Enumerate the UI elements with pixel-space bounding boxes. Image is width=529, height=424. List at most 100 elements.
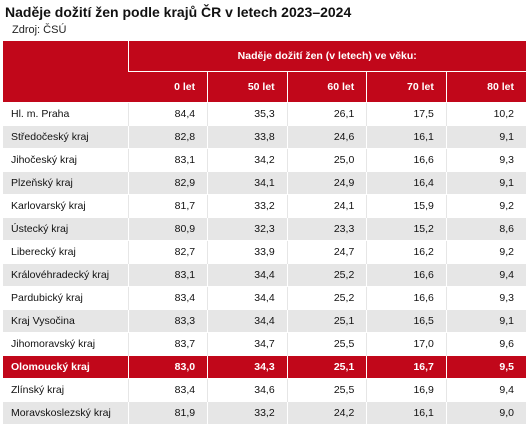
value-cell: 9,4 bbox=[446, 264, 526, 287]
value-cell: 15,9 bbox=[367, 195, 447, 218]
age-super-header: Naděje dožití žen (v letech) ve věku: bbox=[128, 41, 526, 72]
column-header: 70 let bbox=[367, 72, 447, 103]
value-cell: 82,8 bbox=[128, 126, 208, 149]
value-cell: 83,4 bbox=[128, 379, 208, 402]
value-cell: 34,1 bbox=[208, 172, 288, 195]
value-cell: 25,5 bbox=[287, 333, 367, 356]
column-header: 60 let bbox=[287, 72, 367, 103]
value-cell: 17,0 bbox=[367, 333, 447, 356]
value-cell: 83,3 bbox=[128, 310, 208, 333]
value-cell: 16,6 bbox=[367, 264, 447, 287]
value-cell: 24,9 bbox=[287, 172, 367, 195]
value-cell: 25,2 bbox=[287, 287, 367, 310]
value-cell: 9,1 bbox=[446, 126, 526, 149]
value-cell: 9,3 bbox=[446, 287, 526, 310]
value-cell: 25,0 bbox=[287, 149, 367, 172]
value-cell: 9,2 bbox=[446, 241, 526, 264]
region-cell: Hl. m. Praha bbox=[3, 103, 128, 126]
value-cell: 34,2 bbox=[208, 149, 288, 172]
value-cell: 32,3 bbox=[208, 218, 288, 241]
value-cell: 83,7 bbox=[128, 333, 208, 356]
value-cell: 80,9 bbox=[128, 218, 208, 241]
value-cell: 34,6 bbox=[208, 379, 288, 402]
region-cell: Zlínský kraj bbox=[3, 379, 128, 402]
value-cell: 9,4 bbox=[446, 379, 526, 402]
region-cell: Královéhradecký kraj bbox=[3, 264, 128, 287]
value-cell: 9,0 bbox=[446, 402, 526, 424]
value-cell: 34,7 bbox=[208, 333, 288, 356]
value-cell: 81,7 bbox=[128, 195, 208, 218]
region-cell: Karlovarský kraj bbox=[3, 195, 128, 218]
value-cell: 9,3 bbox=[446, 149, 526, 172]
region-cell: Kraj Vysočina bbox=[3, 310, 128, 333]
column-header: 80 let bbox=[446, 72, 526, 103]
page-title: Naděje dožití žen podle krajů ČR v letec… bbox=[5, 4, 351, 20]
value-cell: 33,2 bbox=[208, 402, 288, 424]
value-cell: 17,5 bbox=[367, 103, 447, 126]
value-cell: 9,1 bbox=[446, 172, 526, 195]
value-cell: 24,2 bbox=[287, 402, 367, 424]
value-cell: 35,3 bbox=[208, 103, 288, 126]
value-cell: 24,1 bbox=[287, 195, 367, 218]
value-cell: 9,2 bbox=[446, 195, 526, 218]
value-cell: 82,7 bbox=[128, 241, 208, 264]
value-cell: 24,6 bbox=[287, 126, 367, 149]
value-cell: 16,4 bbox=[367, 172, 447, 195]
value-cell: 26,1 bbox=[287, 103, 367, 126]
value-cell: 9,1 bbox=[446, 310, 526, 333]
region-cell: Moravskoslezský kraj bbox=[3, 402, 128, 424]
life-expectancy-table: Naděje dožití žen (v letech) ve věku: 0 … bbox=[3, 41, 526, 424]
value-cell: 16,7 bbox=[367, 356, 447, 379]
column-header: 0 let bbox=[128, 72, 208, 103]
column-header: 50 let bbox=[208, 72, 288, 103]
value-cell: 34,3 bbox=[208, 356, 288, 379]
value-cell: 33,9 bbox=[208, 241, 288, 264]
value-cell: 84,4 bbox=[128, 103, 208, 126]
value-cell: 25,5 bbox=[287, 379, 367, 402]
value-cell: 83,0 bbox=[128, 356, 208, 379]
value-cell: 33,8 bbox=[208, 126, 288, 149]
value-cell: 16,2 bbox=[367, 241, 447, 264]
value-cell: 34,4 bbox=[208, 287, 288, 310]
region-header-cell bbox=[3, 41, 128, 103]
value-cell: 9,6 bbox=[446, 333, 526, 356]
value-cell: 8,6 bbox=[446, 218, 526, 241]
value-cell: 34,4 bbox=[208, 310, 288, 333]
page: Naděje dožití žen podle krajů ČR v letec… bbox=[0, 0, 529, 409]
value-cell: 16,5 bbox=[367, 310, 447, 333]
region-cell: Ústecký kraj bbox=[3, 218, 128, 241]
value-cell: 81,9 bbox=[128, 402, 208, 424]
region-cell: Jihočeský kraj bbox=[3, 149, 128, 172]
region-cell: Jihomoravský kraj bbox=[3, 333, 128, 356]
value-cell: 23,3 bbox=[287, 218, 367, 241]
region-cell: Liberecký kraj bbox=[3, 241, 128, 264]
value-cell: 82,9 bbox=[128, 172, 208, 195]
value-cell: 83,1 bbox=[128, 264, 208, 287]
value-cell: 16,1 bbox=[367, 126, 447, 149]
value-cell: 34,4 bbox=[208, 264, 288, 287]
value-cell: 16,1 bbox=[367, 402, 447, 424]
value-cell: 25,1 bbox=[287, 356, 367, 379]
value-cell: 33,2 bbox=[208, 195, 288, 218]
region-cell: Olomoucký kraj bbox=[3, 356, 128, 379]
value-cell: 9,5 bbox=[446, 356, 526, 379]
source-note: Zdroj: ČSÚ bbox=[12, 24, 66, 36]
value-cell: 25,2 bbox=[287, 264, 367, 287]
value-cell: 16,9 bbox=[367, 379, 447, 402]
value-cell: 83,4 bbox=[128, 287, 208, 310]
